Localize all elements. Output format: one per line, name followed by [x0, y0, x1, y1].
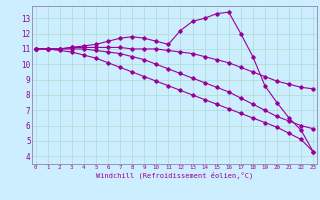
X-axis label: Windchill (Refroidissement éolien,°C): Windchill (Refroidissement éolien,°C) [96, 172, 253, 179]
